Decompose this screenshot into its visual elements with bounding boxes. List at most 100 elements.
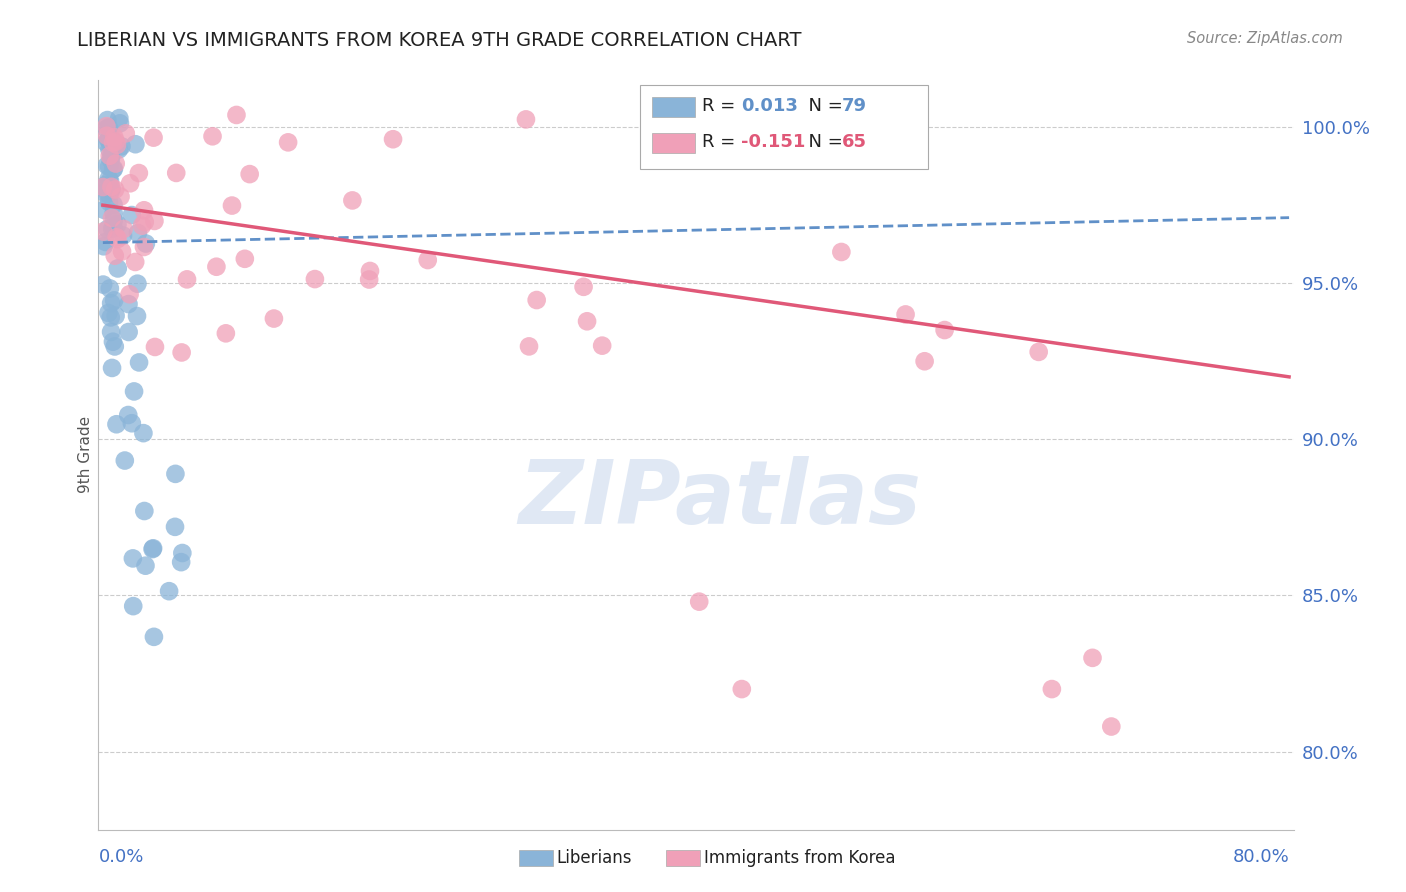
- Point: [201, 129, 224, 144]
- Point: [96, 122, 118, 136]
- Point: [103, 293, 125, 308]
- Point: [143, 214, 166, 228]
- Point: [105, 137, 128, 152]
- Point: [117, 297, 139, 311]
- Point: [100, 150, 122, 164]
- Point: [97, 306, 120, 320]
- Point: [100, 325, 122, 339]
- Point: [134, 504, 156, 518]
- Point: [163, 520, 186, 534]
- Text: Source: ZipAtlas.com: Source: ZipAtlas.com: [1187, 31, 1343, 46]
- Point: [101, 136, 124, 150]
- Point: [100, 141, 122, 155]
- Point: [134, 558, 156, 573]
- Point: [233, 252, 256, 266]
- Point: [170, 345, 193, 359]
- Point: [239, 167, 262, 181]
- Text: 0.0%: 0.0%: [98, 848, 143, 866]
- Point: [101, 360, 124, 375]
- Point: [105, 417, 128, 432]
- Point: [103, 161, 125, 176]
- Point: [120, 176, 142, 190]
- Point: [118, 287, 141, 301]
- Point: [103, 197, 125, 211]
- Point: [382, 132, 405, 146]
- Text: ZIPatlas: ZIPatlas: [519, 457, 921, 543]
- Point: [132, 240, 155, 254]
- Point: [124, 255, 146, 269]
- Point: [1099, 719, 1122, 733]
- Point: [157, 584, 180, 599]
- Point: [122, 599, 145, 614]
- Point: [121, 416, 143, 430]
- Point: [98, 160, 121, 174]
- Point: [98, 194, 121, 209]
- Point: [688, 594, 710, 608]
- Point: [94, 178, 117, 193]
- Point: [100, 310, 122, 325]
- Point: [97, 171, 120, 186]
- Point: [165, 467, 187, 481]
- Point: [103, 130, 125, 145]
- Point: [124, 137, 146, 152]
- Point: [91, 277, 114, 292]
- Point: [277, 136, 299, 150]
- Point: [515, 112, 537, 127]
- Point: [96, 222, 118, 236]
- Text: LIBERIAN VS IMMIGRANTS FROM KOREA 9TH GRADE CORRELATION CHART: LIBERIAN VS IMMIGRANTS FROM KOREA 9TH GR…: [77, 31, 801, 50]
- Point: [225, 108, 247, 122]
- Point: [125, 309, 148, 323]
- Text: Immigrants from Korea: Immigrants from Korea: [704, 849, 896, 867]
- Point: [98, 174, 121, 188]
- Point: [731, 682, 754, 697]
- Point: [135, 236, 157, 251]
- Point: [114, 453, 136, 467]
- Point: [100, 153, 122, 167]
- Point: [142, 630, 165, 644]
- Point: [221, 198, 243, 212]
- Point: [117, 408, 139, 422]
- Point: [94, 136, 117, 150]
- Point: [359, 272, 381, 286]
- Text: N =: N =: [797, 133, 849, 151]
- Point: [107, 232, 129, 246]
- Point: [100, 184, 122, 198]
- Point: [1081, 650, 1104, 665]
- Point: [104, 182, 127, 196]
- Text: -0.151: -0.151: [741, 133, 806, 151]
- Point: [914, 354, 936, 368]
- Point: [103, 213, 125, 227]
- Point: [104, 135, 127, 149]
- Point: [98, 133, 121, 147]
- Point: [111, 244, 134, 259]
- Point: [122, 551, 145, 566]
- Y-axis label: 9th Grade: 9th Grade: [77, 417, 93, 493]
- Point: [572, 280, 595, 294]
- Point: [110, 189, 132, 203]
- Point: [105, 230, 128, 244]
- Point: [110, 139, 132, 153]
- Point: [112, 228, 135, 243]
- Point: [93, 202, 115, 217]
- Point: [104, 156, 127, 170]
- Point: [98, 143, 121, 157]
- Point: [131, 219, 153, 233]
- Point: [114, 126, 136, 140]
- Point: [96, 119, 118, 133]
- Point: [101, 211, 124, 225]
- Point: [104, 339, 127, 353]
- Point: [143, 340, 166, 354]
- Text: Liberians: Liberians: [557, 849, 633, 867]
- Text: 80.0%: 80.0%: [1232, 848, 1289, 866]
- Point: [416, 253, 439, 268]
- Text: 79: 79: [842, 97, 868, 115]
- Point: [170, 555, 193, 569]
- Text: N =: N =: [797, 97, 849, 115]
- Point: [108, 116, 131, 130]
- Point: [98, 281, 121, 295]
- Point: [128, 355, 150, 369]
- Point: [97, 133, 120, 147]
- Point: [117, 325, 139, 339]
- Point: [142, 541, 165, 556]
- Point: [576, 314, 599, 328]
